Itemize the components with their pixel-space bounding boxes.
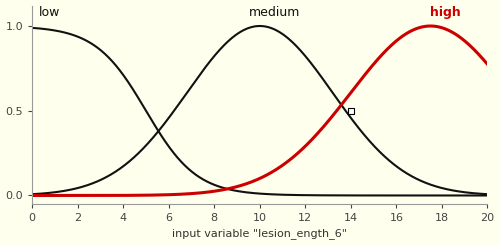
Text: high: high	[430, 6, 461, 19]
X-axis label: input variable "lesion_ength_6": input variable "lesion_ength_6"	[172, 229, 348, 239]
Text: low: low	[39, 6, 60, 19]
Text: medium: medium	[248, 6, 300, 19]
